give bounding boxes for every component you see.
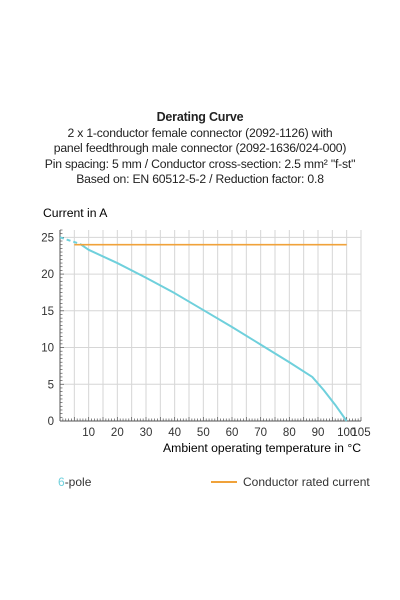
- x-tick-label: 40: [168, 427, 181, 439]
- y-tick-label: 15: [41, 306, 54, 318]
- legend-6-pole-prefix: 6: [58, 475, 65, 489]
- x-tick-label: 60: [226, 427, 239, 439]
- chart-subtitle-line-4: Based on: EN 60512-5-2 / Reduction facto…: [76, 172, 324, 186]
- x-tick-label: 70: [254, 427, 267, 439]
- chart-subtitle-line-2: panel feedthrough male connector (2092-1…: [53, 141, 347, 155]
- legend-item-6-pole: 6-pole: [58, 475, 92, 489]
- x-tick-label: 10: [82, 427, 95, 439]
- series-6-pole-line: [79, 243, 348, 422]
- y-tick-label: 20: [41, 269, 54, 281]
- chart-title: Derating Curve: [156, 110, 244, 124]
- y-tick-label: 5: [48, 379, 54, 391]
- legend: 6-pole Conductor rated current: [58, 475, 370, 489]
- series-layer: [59, 236, 348, 422]
- chart-subtitle-line-1: 2 x 1-conductor female connector (2092-1…: [67, 125, 333, 140]
- y-tick-label: 0: [48, 416, 54, 428]
- chart-subtitle-line-3: Pin spacing: 5 mm / Conductor cross-sect…: [44, 156, 356, 171]
- legend-item-rated-current: Conductor rated current: [243, 475, 370, 489]
- chart-header: Derating Curve 2 x 1-conductor female co…: [0, 110, 400, 188]
- x-tick-label: 20: [111, 427, 124, 439]
- y-tick-label: 25: [41, 232, 54, 244]
- x-tick-label: 105: [351, 427, 370, 439]
- x-tick-label: 50: [197, 427, 210, 439]
- series-6-pole-dashed-start: [59, 236, 81, 245]
- x-tick-label: 90: [312, 427, 325, 439]
- x-tick-label: 80: [283, 427, 296, 439]
- axes: [59, 229, 362, 422]
- legend-6-pole-suffix: -pole: [65, 475, 92, 489]
- x-axis-label: Ambient operating temperature in °C: [163, 441, 361, 455]
- grid: [60, 230, 362, 421]
- x-tick-label: 30: [140, 427, 153, 439]
- y-tick-label: 10: [41, 343, 54, 355]
- x-tick-label: 100: [337, 427, 356, 439]
- y-axis-label: Current in A: [43, 206, 108, 220]
